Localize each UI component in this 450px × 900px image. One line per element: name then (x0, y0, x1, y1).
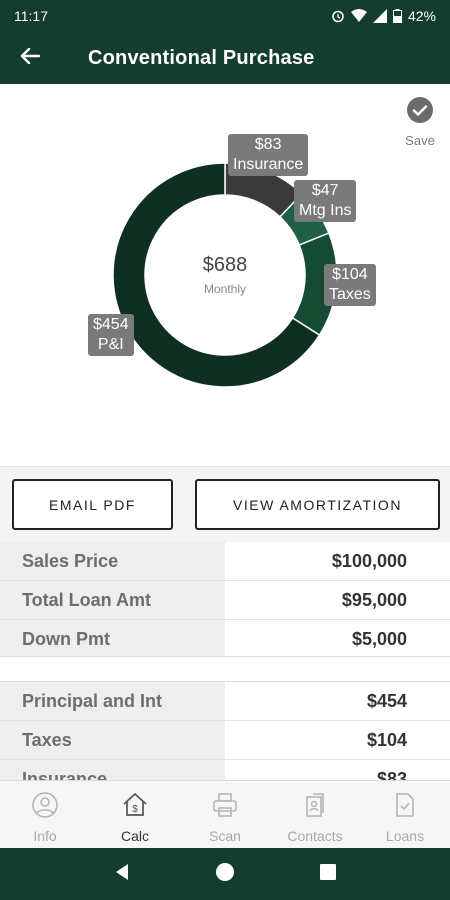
row-value: $95,000 (225, 581, 450, 619)
nav-label: Loans (385, 828, 425, 844)
donut-slice-p-i[interactable] (112, 162, 321, 388)
contacts-icon (301, 791, 329, 824)
slice-name: Taxes (329, 286, 371, 303)
page-title: Conventional Purchase (88, 46, 315, 69)
battery-percent: 42% (407, 8, 436, 24)
save-label: Save (405, 133, 435, 148)
document-check-icon (391, 791, 419, 824)
table-row: Principal and Int $454 (0, 682, 450, 721)
triangle-back-icon (114, 863, 130, 886)
person-circle-icon (31, 791, 59, 824)
row-label: Down Pmt (0, 620, 225, 658)
loan-summary-table: Sales Price $100,000 Total Loan Amt $95,… (0, 542, 450, 659)
email-pdf-button[interactable]: EMAIL PDF (12, 479, 173, 530)
nav-label: Calc (120, 828, 149, 844)
slice-name: Insurance (233, 156, 304, 173)
check-circle-icon (406, 97, 434, 128)
nav-item-loans[interactable]: Loans (360, 781, 450, 848)
row-value: $104 (225, 721, 450, 759)
system-home-button[interactable] (205, 854, 245, 894)
wifi-icon (350, 9, 367, 23)
square-recents-icon (319, 863, 337, 886)
slice-amount: $454 (93, 316, 129, 333)
nav-item-scan[interactable]: Scan (180, 781, 270, 848)
slice-amount: $83 (254, 136, 282, 153)
nav-label: Info (33, 828, 57, 844)
slice-label-mtg-ins: $47 Mtg Ins (294, 180, 357, 222)
nav-label: Scan (209, 828, 241, 844)
signal-icon (372, 9, 387, 23)
row-label: Taxes (0, 721, 225, 759)
battery-icon (392, 9, 402, 23)
status-bar: 11:17 42% (0, 0, 450, 32)
slice-name: P&I (97, 336, 124, 353)
nav-label: Contacts (287, 828, 343, 844)
scanner-icon (211, 791, 239, 824)
alarm-icon (331, 9, 345, 23)
system-recents-button[interactable] (308, 854, 348, 894)
row-label: Insurance (0, 760, 225, 780)
table-row: Taxes $104 (0, 721, 450, 760)
table-row: Sales Price $100,000 (0, 542, 450, 581)
nav-item-info[interactable]: Info (0, 781, 90, 848)
donut-center-value: $688 (202, 254, 248, 276)
system-back-button[interactable] (102, 854, 142, 894)
table-row: Down Pmt $5,000 (0, 620, 450, 659)
row-value: $83 (225, 760, 450, 780)
table-row: Insurance $83 (0, 760, 450, 780)
row-label: Total Loan Amt (0, 581, 225, 619)
row-value: $5,000 (225, 620, 450, 658)
back-button[interactable] (0, 32, 60, 84)
slice-name: Mtg Ins (299, 202, 352, 219)
app-bar: Conventional Purchase (0, 32, 450, 84)
circle-home-icon (214, 861, 236, 888)
bottom-navigation: Info $ Calc Scan Contacts Loans (0, 780, 450, 848)
donut-center-label: Monthly (203, 282, 247, 296)
slice-amount: $47 (311, 182, 339, 199)
chart-area: Save $688 Monthly $83 Insurance $47 Mtg … (0, 84, 450, 466)
system-navigation-bar (0, 848, 450, 900)
row-label: Principal and Int (0, 682, 225, 720)
house-dollar-icon: $ (121, 791, 149, 824)
row-label: Sales Price (0, 542, 225, 580)
slice-label-taxes: $104 Taxes (324, 264, 376, 306)
slice-label-pi: $454 P&I (88, 314, 134, 356)
slice-amount: $104 (332, 266, 368, 283)
action-button-row: EMAIL PDF VIEW AMORTIZATION (0, 466, 450, 542)
svg-text:$: $ (132, 804, 138, 815)
save-button[interactable]: Save (402, 96, 438, 148)
donut-chart (112, 162, 338, 388)
status-icons: 42% (331, 8, 436, 24)
status-time: 11:17 (14, 8, 48, 24)
view-amortization-button[interactable]: VIEW AMORTIZATION (195, 479, 440, 530)
payment-breakdown-table[interactable]: Principal and Int $454 Taxes $104 Insura… (0, 682, 450, 780)
nav-item-calc[interactable]: $ Calc (90, 781, 180, 848)
back-arrow-icon (20, 47, 41, 69)
table-row: Total Loan Amt $95,000 (0, 581, 450, 620)
row-value: $454 (225, 682, 450, 720)
slice-label-insurance: $83 Insurance (228, 134, 309, 176)
nav-item-contacts[interactable]: Contacts (270, 781, 360, 848)
section-divider (0, 656, 450, 682)
row-value: $100,000 (225, 542, 450, 580)
